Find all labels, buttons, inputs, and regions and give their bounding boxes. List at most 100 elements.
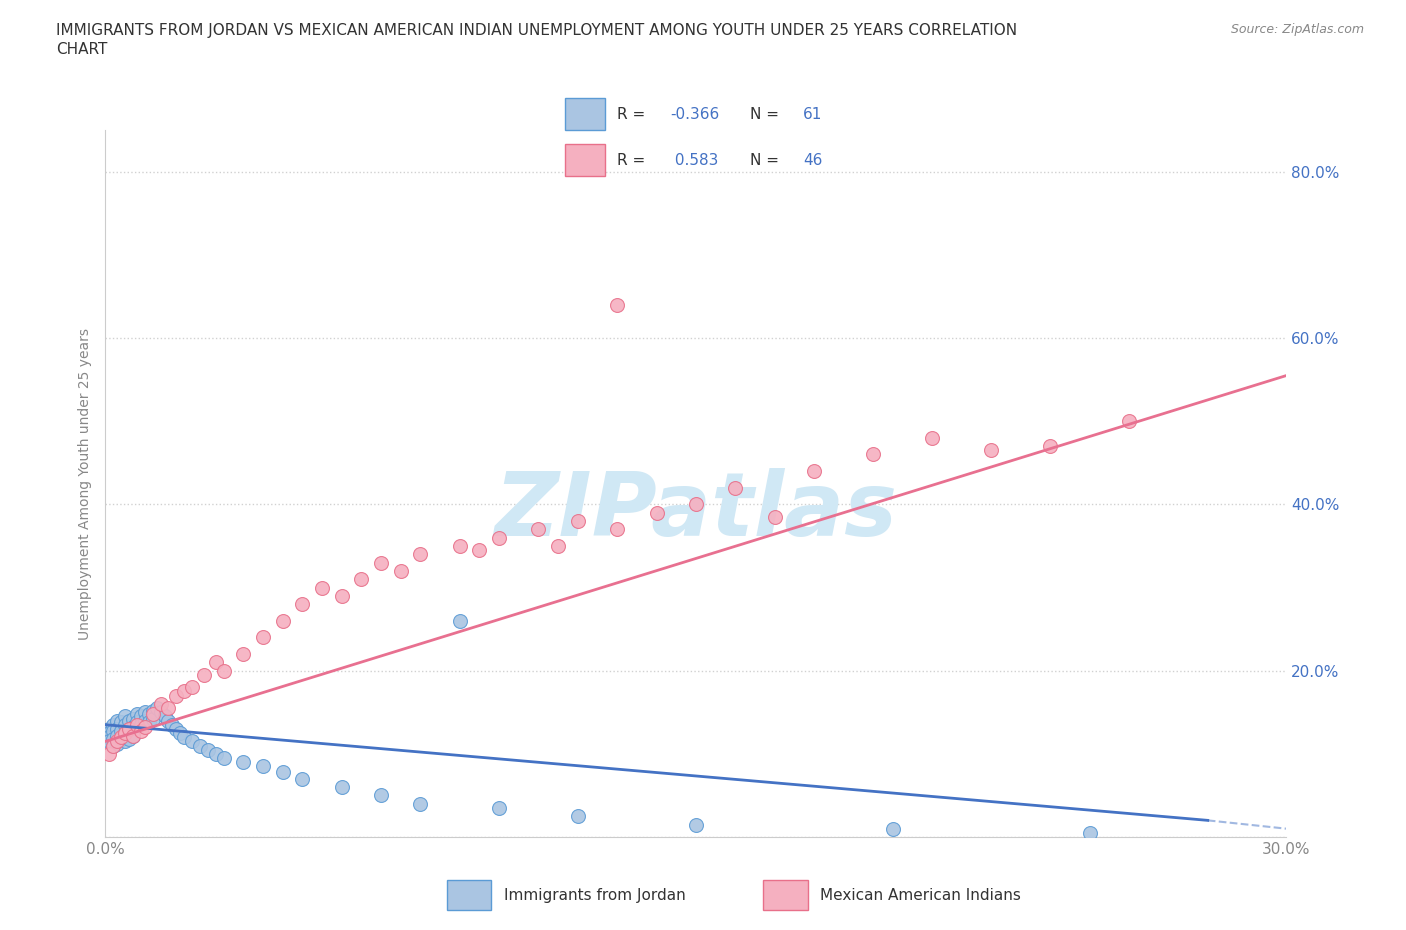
Point	[488, 530, 510, 545]
Text: R =: R =	[617, 107, 651, 122]
Point	[98, 734, 121, 749]
Point	[98, 725, 121, 740]
Point	[145, 700, 167, 715]
Point	[252, 630, 274, 644]
Point	[114, 717, 136, 732]
Point	[103, 731, 125, 746]
Point	[142, 707, 165, 722]
Point	[105, 722, 128, 737]
Point	[118, 722, 141, 737]
Point	[527, 522, 550, 537]
Point	[389, 564, 412, 578]
Point	[125, 717, 148, 732]
Point	[110, 731, 132, 746]
Point	[125, 715, 148, 730]
Text: CHART: CHART	[56, 42, 108, 57]
Point	[105, 728, 128, 743]
Point	[291, 771, 314, 786]
Text: 0.583: 0.583	[669, 153, 718, 167]
Point	[98, 722, 121, 737]
Point	[98, 747, 121, 762]
Point	[763, 510, 786, 525]
Point	[724, 480, 747, 495]
Text: -0.366: -0.366	[669, 107, 718, 122]
Bar	[447, 881, 492, 910]
Point	[173, 684, 195, 699]
Point	[110, 730, 132, 745]
Point	[252, 759, 274, 774]
Point	[114, 734, 136, 749]
Point	[125, 707, 148, 722]
Point	[129, 717, 152, 732]
Point	[134, 713, 156, 728]
Point	[157, 713, 180, 728]
Point	[157, 700, 180, 715]
Point	[142, 711, 165, 726]
Bar	[565, 144, 605, 177]
Point	[122, 711, 145, 726]
Point	[181, 680, 204, 695]
Point	[882, 821, 904, 836]
Point	[1118, 414, 1140, 429]
Point	[98, 730, 121, 745]
Point	[271, 614, 294, 629]
Point	[547, 538, 569, 553]
Point	[1078, 826, 1101, 841]
Point	[122, 728, 145, 743]
Text: ZIPatlas: ZIPatlas	[495, 469, 897, 555]
Point	[118, 722, 141, 737]
Text: 46: 46	[803, 153, 823, 167]
Text: N =: N =	[751, 153, 785, 167]
Point	[103, 717, 125, 732]
Point	[204, 655, 226, 670]
Point	[110, 715, 132, 730]
Point	[134, 705, 156, 720]
Point	[114, 725, 136, 740]
Point	[370, 788, 392, 803]
Point	[162, 717, 184, 732]
Point	[232, 646, 254, 661]
Point	[197, 742, 219, 757]
Point	[330, 779, 353, 794]
Point	[921, 431, 943, 445]
Point	[567, 809, 589, 824]
Point	[685, 497, 707, 512]
Point	[449, 538, 471, 553]
Text: R =: R =	[617, 153, 651, 167]
Point	[370, 555, 392, 570]
Text: 61: 61	[803, 107, 823, 122]
Text: Immigrants from Jordan: Immigrants from Jordan	[505, 887, 686, 903]
Point	[1039, 439, 1062, 454]
Point	[350, 572, 373, 587]
Point	[105, 713, 128, 728]
Point	[212, 663, 235, 678]
Point	[862, 447, 884, 462]
Point	[129, 724, 152, 738]
Point	[142, 703, 165, 718]
Point	[409, 547, 432, 562]
Point	[606, 522, 628, 537]
Point	[103, 724, 125, 738]
Point	[685, 817, 707, 832]
Point	[105, 737, 128, 751]
Point	[110, 724, 132, 738]
Bar	[565, 99, 605, 130]
Point	[181, 734, 204, 749]
Point	[803, 464, 825, 479]
Point	[118, 731, 141, 746]
Point	[468, 543, 491, 558]
Point	[122, 720, 145, 735]
Y-axis label: Unemployment Among Youth under 25 years: Unemployment Among Youth under 25 years	[79, 327, 93, 640]
Point	[409, 796, 432, 811]
Point	[138, 707, 160, 722]
Point	[173, 730, 195, 745]
Text: Mexican American Indians: Mexican American Indians	[821, 887, 1021, 903]
Point	[645, 505, 668, 520]
Text: N =: N =	[751, 107, 785, 122]
Point	[330, 589, 353, 604]
Point	[165, 688, 187, 703]
Point	[212, 751, 235, 765]
Point	[169, 725, 191, 740]
Point	[114, 725, 136, 740]
Point	[105, 734, 128, 749]
